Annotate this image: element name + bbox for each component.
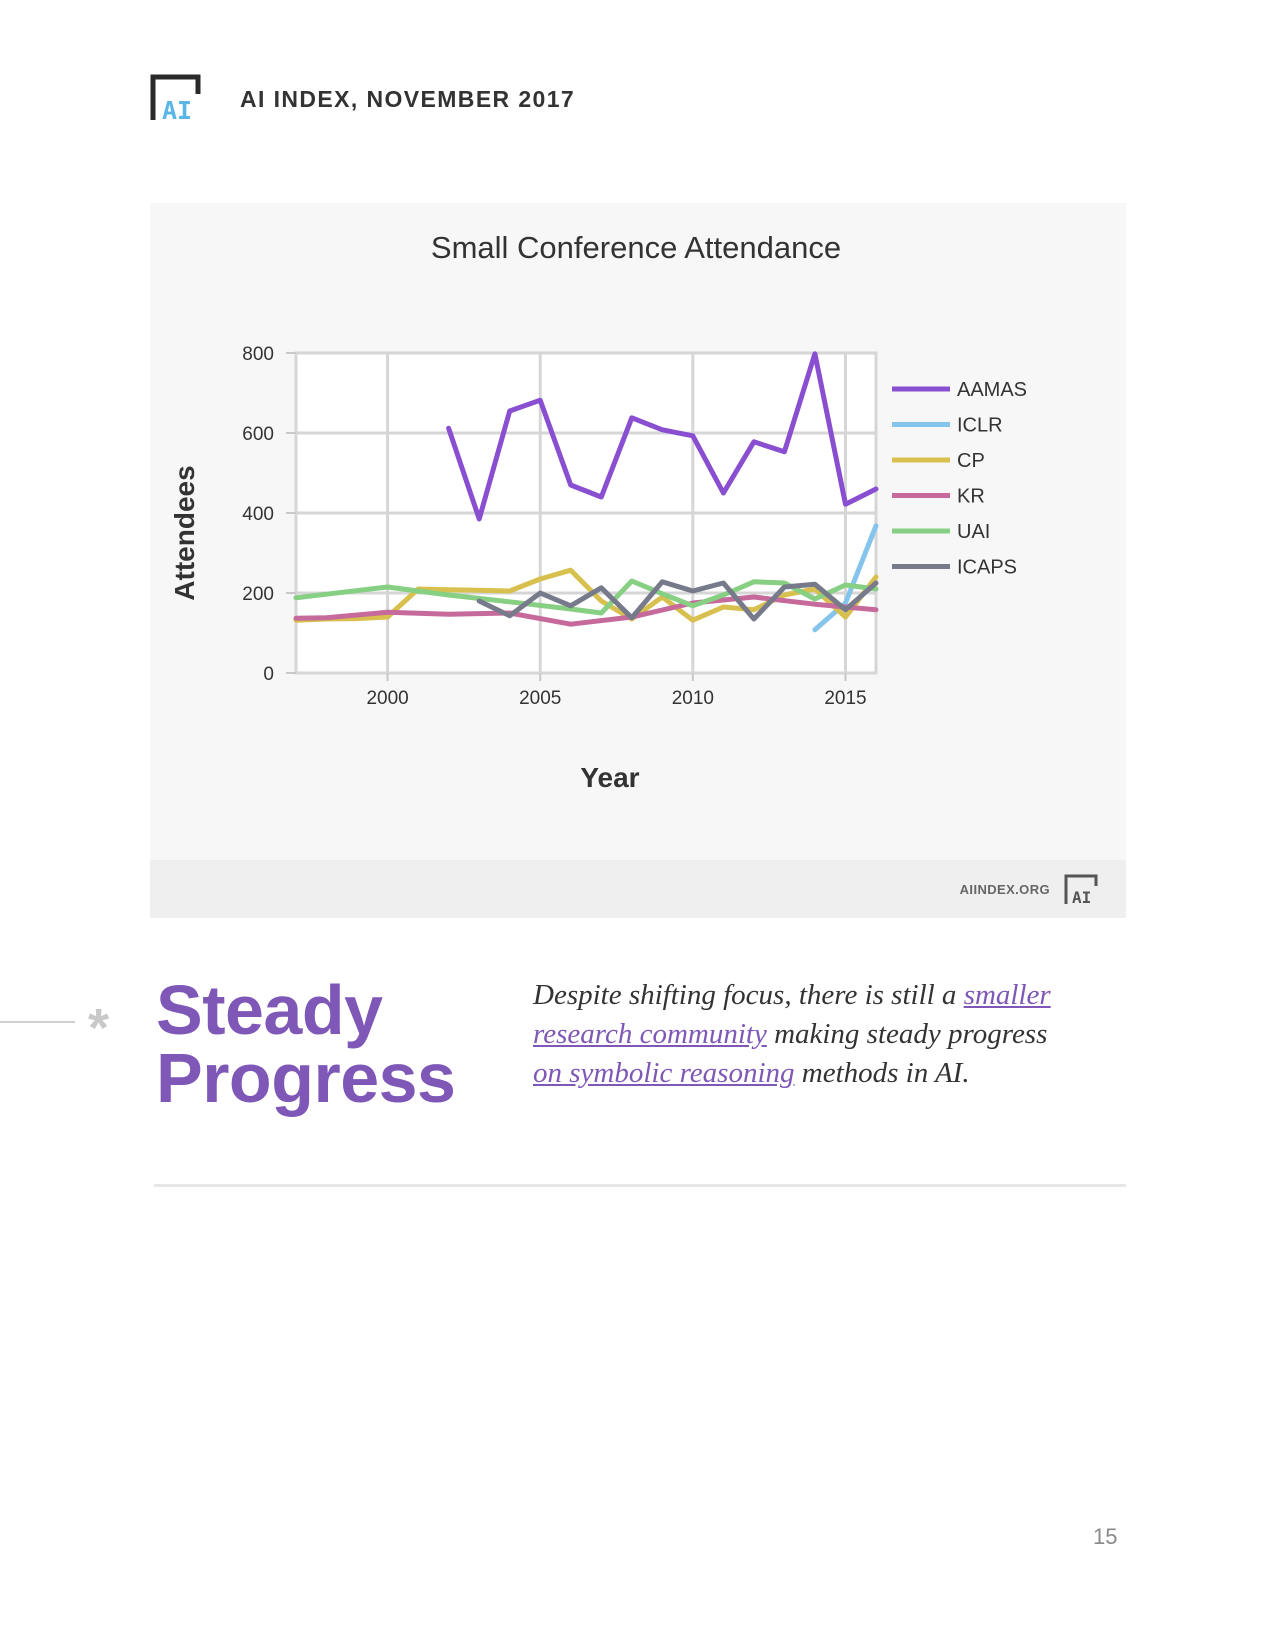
y-tick-label: 400 [242, 504, 274, 525]
chart-legend: AAMAS ICLR CP KR UAI ICAPS [892, 379, 1027, 579]
legend-label-icaps: ICAPS [957, 557, 1017, 579]
section-marker-line [0, 1021, 75, 1023]
series-line-uai [293, 578, 879, 616]
y-tick-label: 200 [242, 584, 274, 605]
x-tick-label: 2000 [366, 688, 408, 709]
body-text-1: Despite shifting focus, there is still a [533, 979, 964, 1011]
section-title: Steady Progress [156, 971, 496, 1117]
body-text-3: methods in AI. [794, 1057, 970, 1089]
legend-label-aamas: AAMAS [957, 379, 1027, 401]
section-body: Despite shifting focus, there is still a… [533, 976, 1053, 1093]
chart-footer: AIINDEX.ORG AI [150, 860, 1126, 918]
series-line-aamas [446, 351, 879, 522]
page-header-title: AI INDEX, NOVEMBER 2017 [240, 86, 576, 112]
symbolic-reasoning-link[interactable]: on symbolic reasoning [533, 1057, 795, 1089]
footer-site-link[interactable]: AIINDEX.ORG [959, 882, 1050, 897]
ai-index-logo: AI [150, 74, 201, 124]
chart-title: Small Conference Attendance [431, 230, 841, 265]
smaller-research-community-link[interactable]: smaller research community [533, 979, 1051, 1050]
body-text-2: making steady progress [766, 1018, 1048, 1050]
section-divider [154, 1184, 1126, 1187]
legend-label-cp: CP [957, 450, 985, 472]
y-tick-label: 600 [242, 424, 274, 445]
x-tick-label: 2010 [672, 688, 714, 709]
legend-label-iclr: ICLR [957, 415, 1003, 437]
footer-ai-logo: AI [1064, 874, 1098, 906]
legend-label-kr: KR [957, 486, 985, 508]
section-title-line2: Progress [156, 1039, 456, 1117]
chart-series [293, 351, 879, 633]
chart-card: Small Conference Attendance 0 200 400 600 80… [150, 203, 1126, 918]
chart-grid [294, 351, 878, 675]
series-line-iclr [812, 523, 879, 633]
footer-logo-text: AI [1072, 888, 1091, 906]
section-title-line1: Steady [156, 971, 383, 1049]
y-axis-label: Attendees [169, 465, 200, 600]
attendance-chart: Small Conference Attendance 0 200 400 600 80… [169, 230, 1027, 793]
legend-label-uai: UAI [957, 521, 990, 543]
y-tick-label: 0 [263, 664, 274, 685]
y-tick-label: 800 [242, 344, 274, 365]
x-axis-label: Year [580, 762, 639, 793]
series-line-icaps [476, 579, 879, 622]
asterisk-icon: * [88, 998, 110, 1058]
x-tick-label: 2015 [824, 688, 866, 709]
page-number: 15 [1093, 1524, 1118, 1549]
chart-axes: 0 200 400 600 800 2000 2005 2010 2015 [242, 344, 866, 709]
logo-text: AI [162, 96, 192, 124]
x-tick-label: 2005 [519, 688, 561, 709]
